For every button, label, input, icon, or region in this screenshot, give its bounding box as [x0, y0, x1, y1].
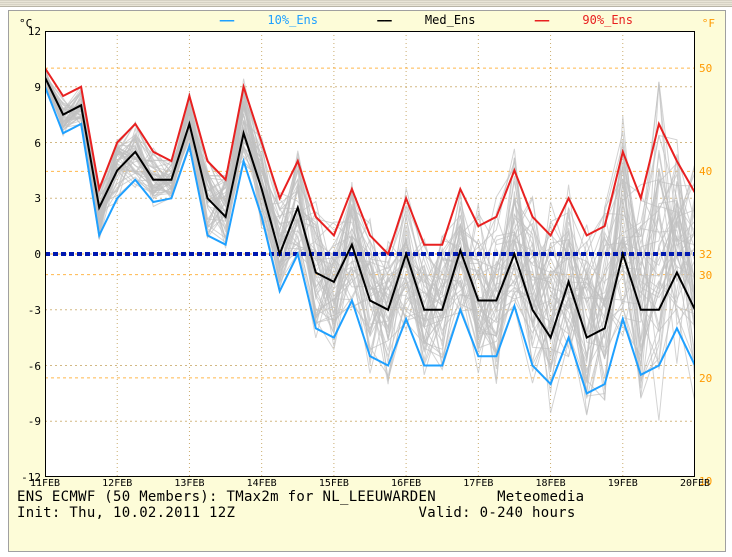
y-left-tick: 0	[13, 248, 41, 261]
legend: —— 10%_Ens —— Med_Ens —— 90%_Ens	[220, 13, 685, 27]
x-tick: 11FEB	[30, 478, 60, 489]
y-right-tick: 20	[699, 372, 712, 385]
x-tick: 14FEB	[247, 478, 277, 489]
x-tick: 16FEB	[391, 478, 421, 489]
x-tick: 12FEB	[102, 478, 132, 489]
x-tick: 20FEB	[680, 478, 710, 489]
x-tick: 18FEB	[535, 478, 565, 489]
y-right-tick: 50	[699, 62, 712, 75]
y-right-tick: 32	[699, 248, 712, 261]
x-tick: 15FEB	[319, 478, 349, 489]
window-top-highlight	[0, 0, 732, 7]
x-tick: 17FEB	[463, 478, 493, 489]
page: °C °F —— 10%_Ens —— Med_Ens —— 90%_Ens -…	[0, 0, 732, 557]
x-tick: 19FEB	[608, 478, 638, 489]
x-tick: 13FEB	[174, 478, 204, 489]
y-left-tick: -9	[13, 415, 41, 428]
chart-panel: °C °F —— 10%_Ens —— Med_Ens —— 90%_Ens -…	[8, 10, 726, 552]
y-left-tick: -6	[13, 360, 41, 373]
y-right-unit: °F	[702, 17, 715, 30]
y-right-tick: 40	[699, 165, 712, 178]
footer-line-2: Init: Thu, 10.02.2011 12Z Valid: 0-240 h…	[17, 505, 717, 521]
y-left-tick: 6	[13, 137, 41, 150]
chart-footer: ENS ECMWF (50 Members): TMax2m for NL_LE…	[17, 489, 717, 521]
legend-p90: —— 90%_Ens	[535, 13, 659, 27]
y-right-tick: 30	[699, 269, 712, 282]
y-left-tick: 3	[13, 192, 41, 205]
legend-median: —— Med_Ens	[377, 13, 501, 27]
y-left-tick: -3	[13, 304, 41, 317]
chart-svg	[45, 31, 695, 477]
legend-p10: —— 10%_Ens	[220, 13, 344, 27]
y-left-tick: 12	[13, 25, 41, 38]
chart-area	[45, 31, 695, 477]
footer-line-1: ENS ECMWF (50 Members): TMax2m for NL_LE…	[17, 489, 717, 505]
y-left-tick: 9	[13, 81, 41, 94]
